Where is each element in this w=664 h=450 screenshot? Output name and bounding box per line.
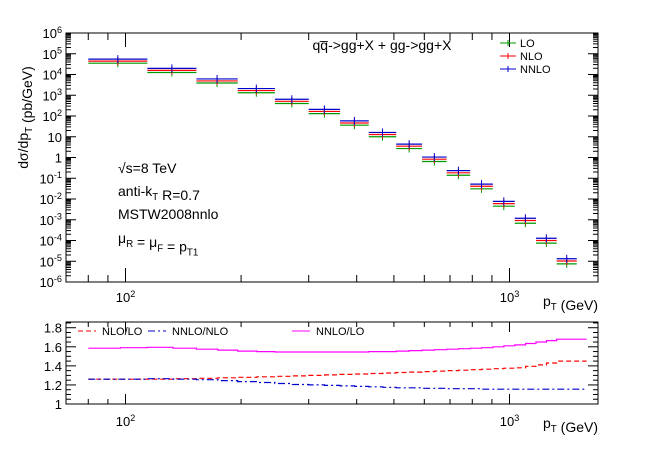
x-tick-label: 102 <box>116 289 136 305</box>
ratio-y-tick-label: 1.6 <box>44 340 62 355</box>
y-tick-label: 103 <box>42 87 62 103</box>
y-tick-label: 10 <box>48 130 62 145</box>
ratio-curve-NNLO/NLO <box>88 378 587 390</box>
x-axis-label: pT (GeV) <box>543 293 598 313</box>
plot-title: qq̅->gg+X + gg->gg+X <box>313 37 453 53</box>
ratio-x-tick-label: 103 <box>500 413 520 429</box>
ratio-y-tick-label: 1.2 <box>44 378 62 393</box>
y-tick-label: 10-4 <box>39 232 62 248</box>
ratio-y-tick-label: 1.8 <box>44 321 62 336</box>
ratio-y-tick-label: 1 <box>55 397 62 412</box>
legend-label: NNLO <box>520 64 551 76</box>
annotation-text: √s=8 TeV <box>118 160 177 176</box>
ratio-legend-label: NNLO/NLO <box>172 326 229 338</box>
ratio-x-tick-label: 102 <box>116 413 136 429</box>
ratio-legend-label: NLO/LO <box>102 326 143 338</box>
legend-label: LO <box>520 38 535 50</box>
main-plot-panel: 10-6 10-5 10-4 10-3 10-2 10-1 1 10 102 103 104 105 1… <box>15 25 599 313</box>
y-tick-label: 10-1 <box>39 170 62 186</box>
y-tick-label: 10-3 <box>39 212 62 228</box>
x-tick-label: 103 <box>500 289 520 305</box>
y-tick-label: 10-2 <box>39 191 62 207</box>
ratio-curve-NLO/LO <box>88 360 587 380</box>
y-tick-label: 10-6 <box>39 274 62 290</box>
y-tick-label: 104 <box>42 66 62 82</box>
ratio-y-tick-label: 1.4 <box>44 359 62 374</box>
legend-label: NLO <box>520 51 543 63</box>
ratio-plot-panel: 1 1.2 1.4 1.6 1.8 102 103 pT (GeV) NLO/LO NNLO/NL… <box>44 321 599 435</box>
annotation-text: anti-kT R=0.7 <box>118 183 200 203</box>
y-tick-label: 1 <box>55 151 62 166</box>
y-tick-label: 105 <box>42 46 62 62</box>
ratio-x-axis-label: pT (GeV) <box>543 415 598 435</box>
ratio-legend-label: NNLO/LO <box>316 326 365 338</box>
y-tick-label: 10-5 <box>39 253 62 269</box>
y-tick-label: 102 <box>42 108 62 124</box>
ratio-curve-NNLO/LO <box>88 338 587 353</box>
annotation-text: MSTW2008nnlo <box>118 206 219 222</box>
y-tick-label: 106 <box>42 25 62 41</box>
ratio-frame <box>65 321 599 405</box>
y-axis-label: dσ/dpT (pb/GeV) <box>15 66 35 169</box>
annotation-text: μR = μF = pT1 <box>118 230 198 259</box>
